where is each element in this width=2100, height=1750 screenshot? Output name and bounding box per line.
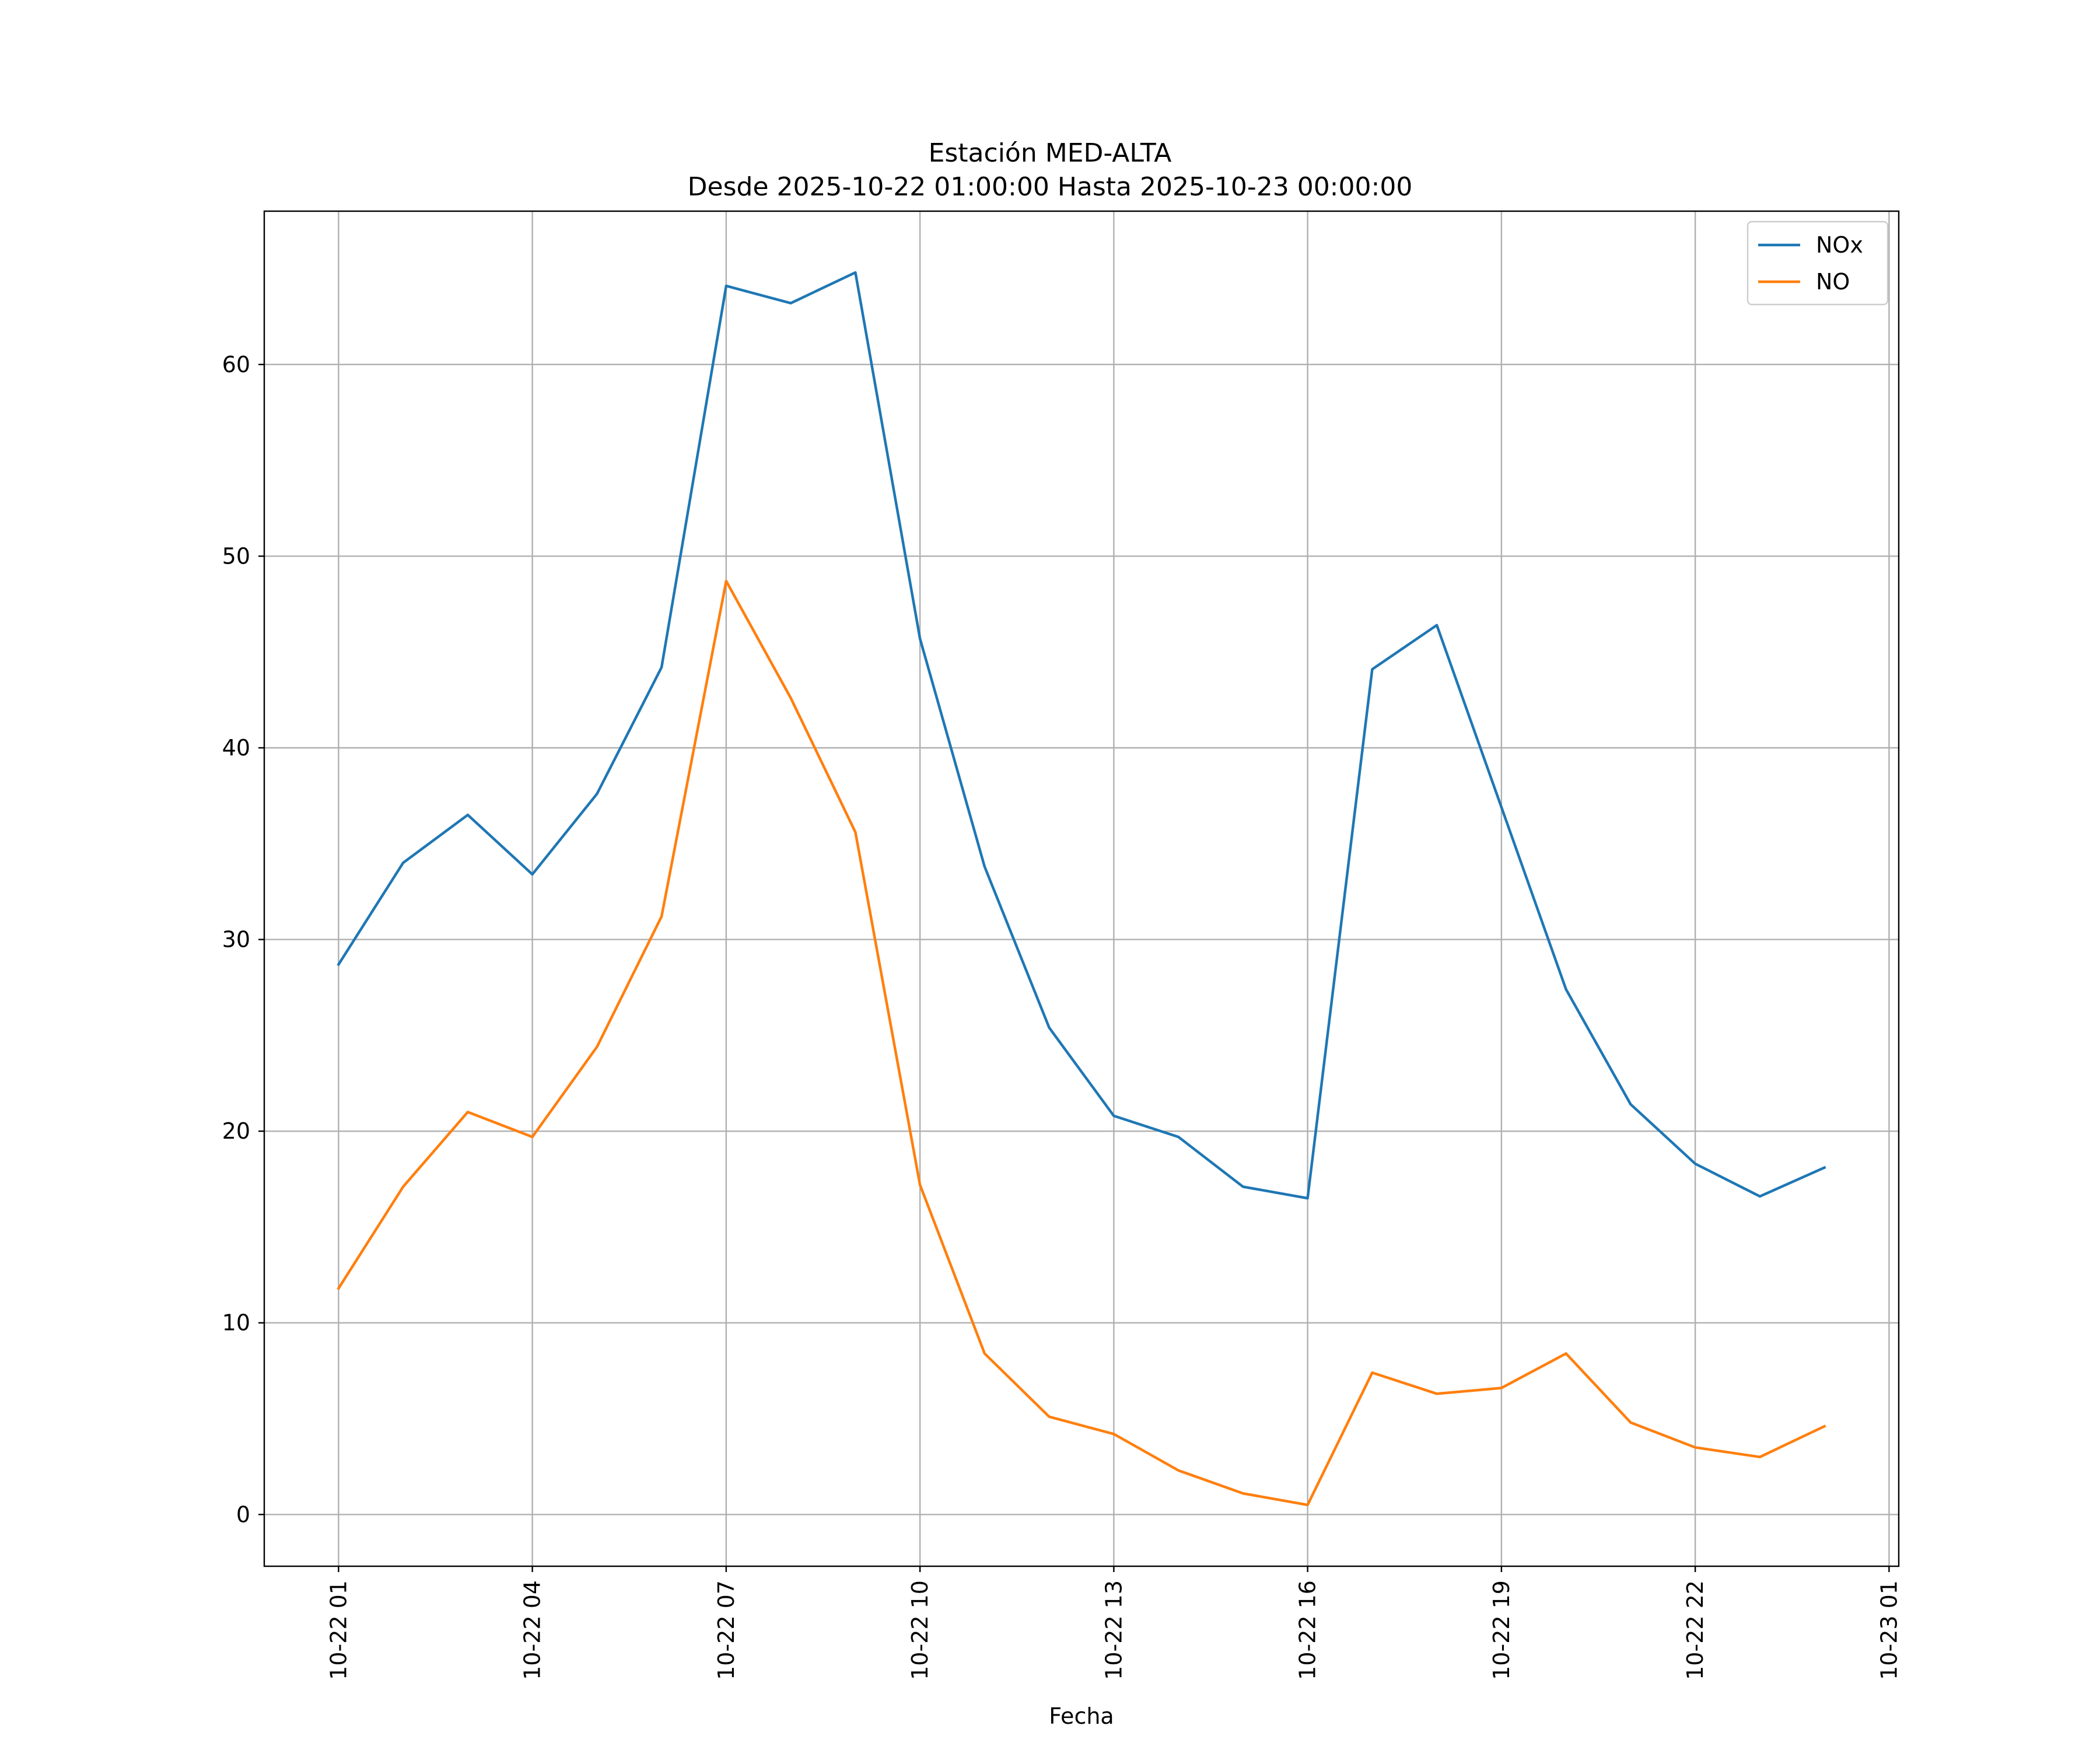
x-tick-label: 10-22 01: [326, 1580, 351, 1680]
x-tick-label: 10-22 10: [907, 1580, 933, 1680]
chart-title: Estación MED-ALTA: [929, 138, 1172, 168]
series-line-nox: [337, 271, 1826, 1200]
legend-label-nox: NOx: [1816, 232, 1863, 258]
y-tick-label: 0: [236, 1502, 250, 1527]
x-tick-label: 10-22 22: [1682, 1580, 1708, 1680]
y-tick-label: 50: [222, 543, 250, 569]
x-tick-label: 10-22 13: [1101, 1580, 1126, 1680]
y-tick-label: 60: [222, 352, 250, 377]
legend-box: [1746, 220, 1889, 306]
legend: NOx NO: [1746, 220, 1889, 306]
y-tick-label: 20: [222, 1118, 250, 1144]
x-tick-label: 10-22 16: [1295, 1580, 1321, 1680]
x-axis-label: Fecha: [1049, 1703, 1114, 1729]
x-tick-label: 10-22 04: [520, 1580, 545, 1680]
axes-frame: [263, 210, 1900, 1567]
x-tick-label: 10-22 19: [1489, 1580, 1514, 1680]
y-tick-label: 30: [222, 927, 250, 953]
x-tick-label: 10-22 07: [713, 1580, 739, 1680]
x-tick-label: 10-23 01: [1876, 1580, 1902, 1680]
y-tick-label: 10: [222, 1310, 250, 1336]
series-line-no: [337, 579, 1826, 1507]
y-tick-label: 40: [222, 735, 250, 761]
legend-label-no: NO: [1816, 269, 1850, 295]
plot-area: 0 10 20 30 40 50 60 10-22 01 10-22 04 10-22 07 10-…: [222, 210, 1902, 1680]
chart-subtitle: Desde 2025-10-22 01:00:00 Hasta 2025-10-…: [688, 172, 1413, 202]
